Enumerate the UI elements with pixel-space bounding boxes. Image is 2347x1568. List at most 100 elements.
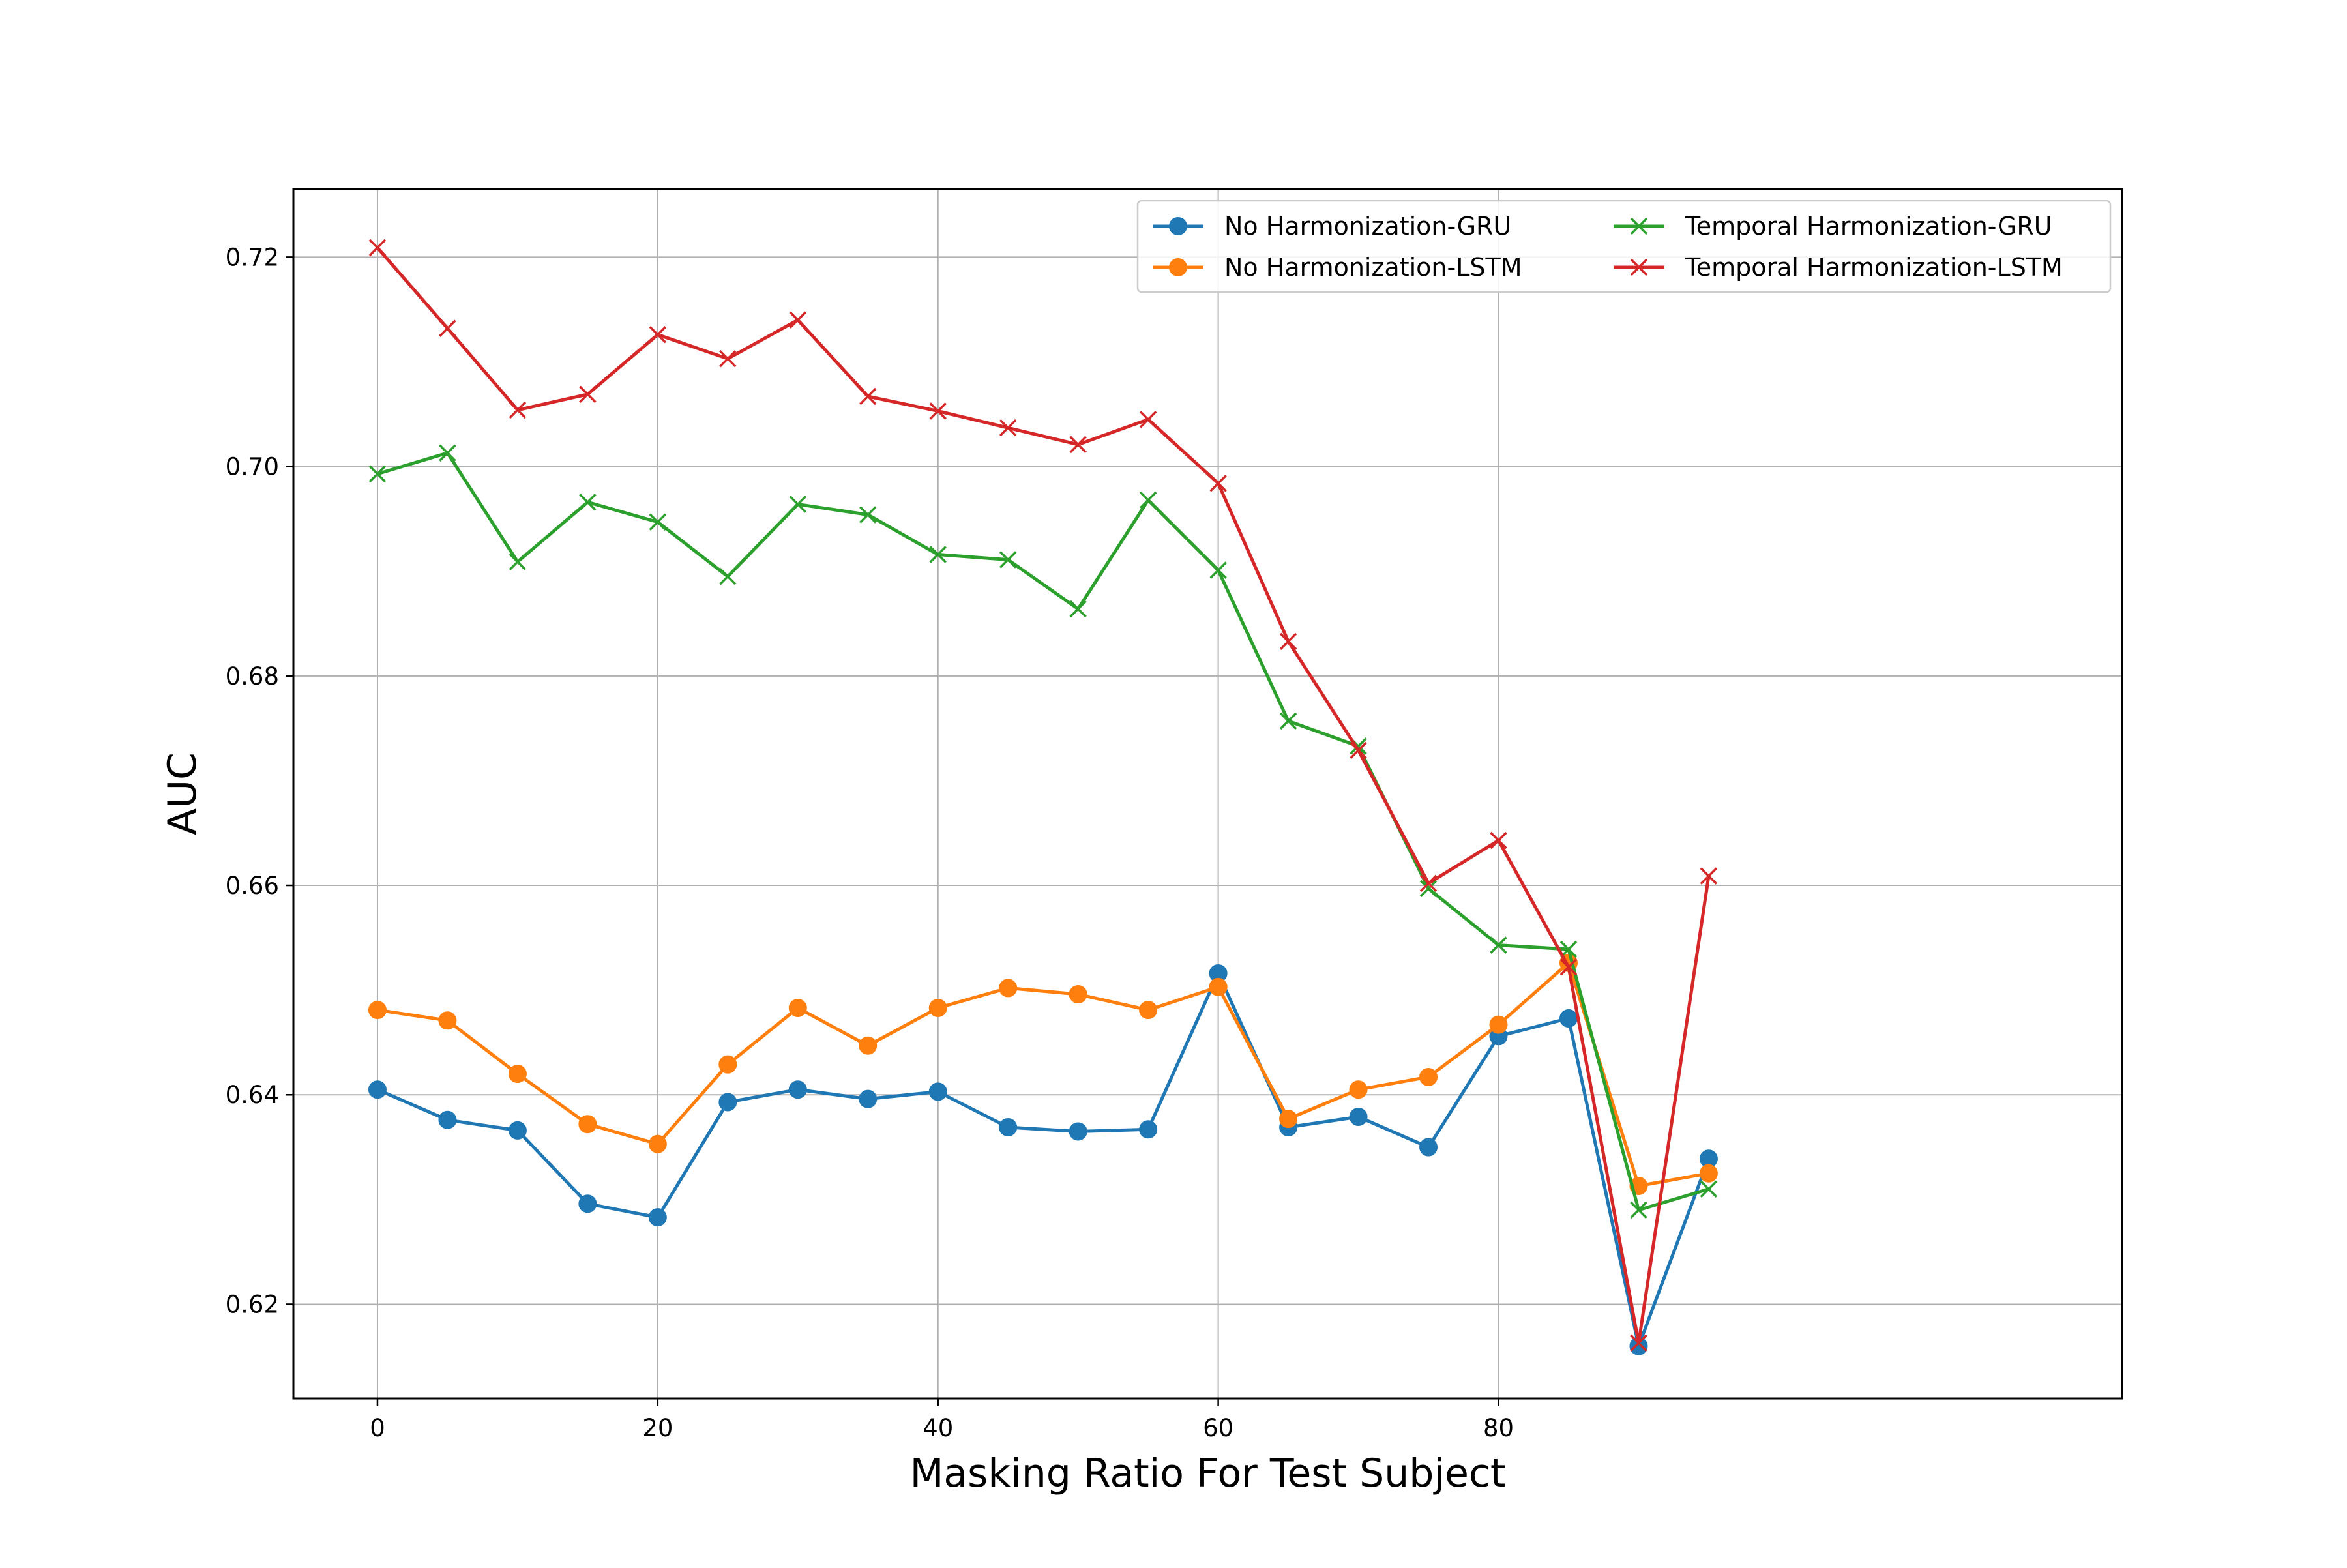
x-marker-stroke xyxy=(1139,491,1157,509)
data-point xyxy=(509,401,527,419)
data-point xyxy=(439,444,456,462)
plot-frame xyxy=(292,188,2123,1400)
data-point xyxy=(368,1001,387,1020)
x-marker-stroke xyxy=(1630,1334,1647,1352)
data-point xyxy=(649,326,667,344)
x-marker-stroke xyxy=(1069,600,1087,618)
data-point xyxy=(859,506,877,524)
legend-label: Temporal Harmonization-LSTM xyxy=(1685,253,2063,282)
data-point xyxy=(648,1134,667,1153)
tick-layer: 0 20 40 60 80 0.62 0.64 0.66 0.68 0.70 0.72 xyxy=(226,243,1514,1442)
x-marker-stroke xyxy=(439,444,456,462)
x-marker-stroke xyxy=(649,326,667,344)
data-point xyxy=(999,979,1018,998)
data-point xyxy=(1490,831,1507,850)
data-point xyxy=(788,1080,807,1099)
legend-item: No Harmonization-LSTM xyxy=(1153,253,1522,282)
legend-box xyxy=(1136,200,2112,293)
data-point xyxy=(859,387,877,406)
x-marker-stroke xyxy=(1490,936,1507,954)
data-point xyxy=(718,1093,737,1112)
data-point xyxy=(859,1089,878,1108)
data-point xyxy=(1279,632,1297,651)
series-line xyxy=(377,451,1709,1212)
data-point xyxy=(1559,958,1578,976)
x-marker-stroke xyxy=(1209,561,1227,579)
data-point xyxy=(1209,977,1228,996)
data-point xyxy=(929,402,947,420)
x-marker-stroke xyxy=(579,493,597,511)
x-marker-stroke xyxy=(719,349,737,368)
data-point xyxy=(508,1121,527,1140)
data-point xyxy=(579,493,597,511)
legend-label: No Harmonization-GRU xyxy=(1224,212,1511,241)
x-marker-stroke xyxy=(1630,217,1648,235)
data-point xyxy=(1279,1110,1298,1129)
x-marker-stroke xyxy=(509,553,527,570)
grid-layer xyxy=(293,189,2122,1398)
x-marker-stroke xyxy=(1279,712,1297,730)
y-tick-label: 0.68 xyxy=(226,662,279,690)
data-point xyxy=(789,311,807,329)
legend-marker xyxy=(1630,217,1648,235)
x-marker-stroke xyxy=(1279,632,1297,651)
x-marker-stroke xyxy=(1490,831,1507,850)
x-marker-stroke xyxy=(1350,737,1367,755)
data-point xyxy=(999,1118,1018,1137)
x-marker-stroke xyxy=(929,402,947,420)
x-tick-label: 80 xyxy=(1483,1414,1514,1442)
x-marker-stroke xyxy=(999,419,1017,437)
legend-marker xyxy=(1169,217,1187,235)
data-point xyxy=(1139,491,1157,509)
data-point xyxy=(999,551,1017,569)
series-layer xyxy=(368,239,1718,1355)
x-marker-stroke xyxy=(929,546,947,563)
x-tick-label: 20 xyxy=(642,1414,673,1442)
data-point xyxy=(1630,1334,1647,1352)
data-point xyxy=(1700,1180,1718,1198)
series-line xyxy=(376,971,1711,1348)
data-point xyxy=(1069,985,1087,1004)
x-marker-stroke xyxy=(999,551,1017,569)
data-point xyxy=(1349,1080,1368,1099)
data-point xyxy=(368,239,387,257)
data-point xyxy=(508,1065,527,1084)
data-point xyxy=(719,349,737,368)
series-line xyxy=(377,961,1709,1188)
data-point xyxy=(649,513,667,531)
data-point xyxy=(1349,1107,1368,1126)
legend-marker xyxy=(1169,258,1187,276)
data-point xyxy=(368,465,387,483)
legend-item: Temporal Harmonization-LSTM xyxy=(1614,253,2063,282)
x-marker-stroke xyxy=(1700,867,1718,885)
data-point xyxy=(718,1055,737,1074)
x-marker-stroke xyxy=(368,239,387,257)
data-point xyxy=(578,1194,597,1213)
data-point xyxy=(1069,600,1087,618)
x-marker-stroke xyxy=(1419,874,1438,893)
legend-item: Temporal Harmonization-GRU xyxy=(1614,212,2052,241)
data-point xyxy=(439,319,456,337)
x-marker-stroke xyxy=(789,496,807,513)
x-axis-label: Masking Ratio For Test Subject xyxy=(910,1451,1506,1496)
data-point xyxy=(368,1080,387,1099)
x-marker-stroke xyxy=(509,401,527,419)
series-line xyxy=(376,246,1711,1345)
x-marker-stroke xyxy=(1630,258,1648,276)
data-point xyxy=(1139,411,1157,428)
data-point xyxy=(999,419,1017,437)
data-point xyxy=(1490,936,1507,954)
data-point xyxy=(1419,874,1438,893)
y-tick-label: 0.70 xyxy=(226,453,279,481)
legend-item: No Harmonization-GRU xyxy=(1153,212,1511,241)
data-point xyxy=(578,1115,597,1134)
data-point xyxy=(719,568,737,585)
data-point xyxy=(1279,712,1297,730)
data-point xyxy=(1419,1138,1438,1157)
x-marker-stroke xyxy=(1559,958,1578,976)
data-point xyxy=(1139,1001,1158,1020)
x-marker-stroke xyxy=(368,465,387,483)
data-point xyxy=(1419,880,1438,898)
x-marker-stroke xyxy=(1350,741,1367,760)
